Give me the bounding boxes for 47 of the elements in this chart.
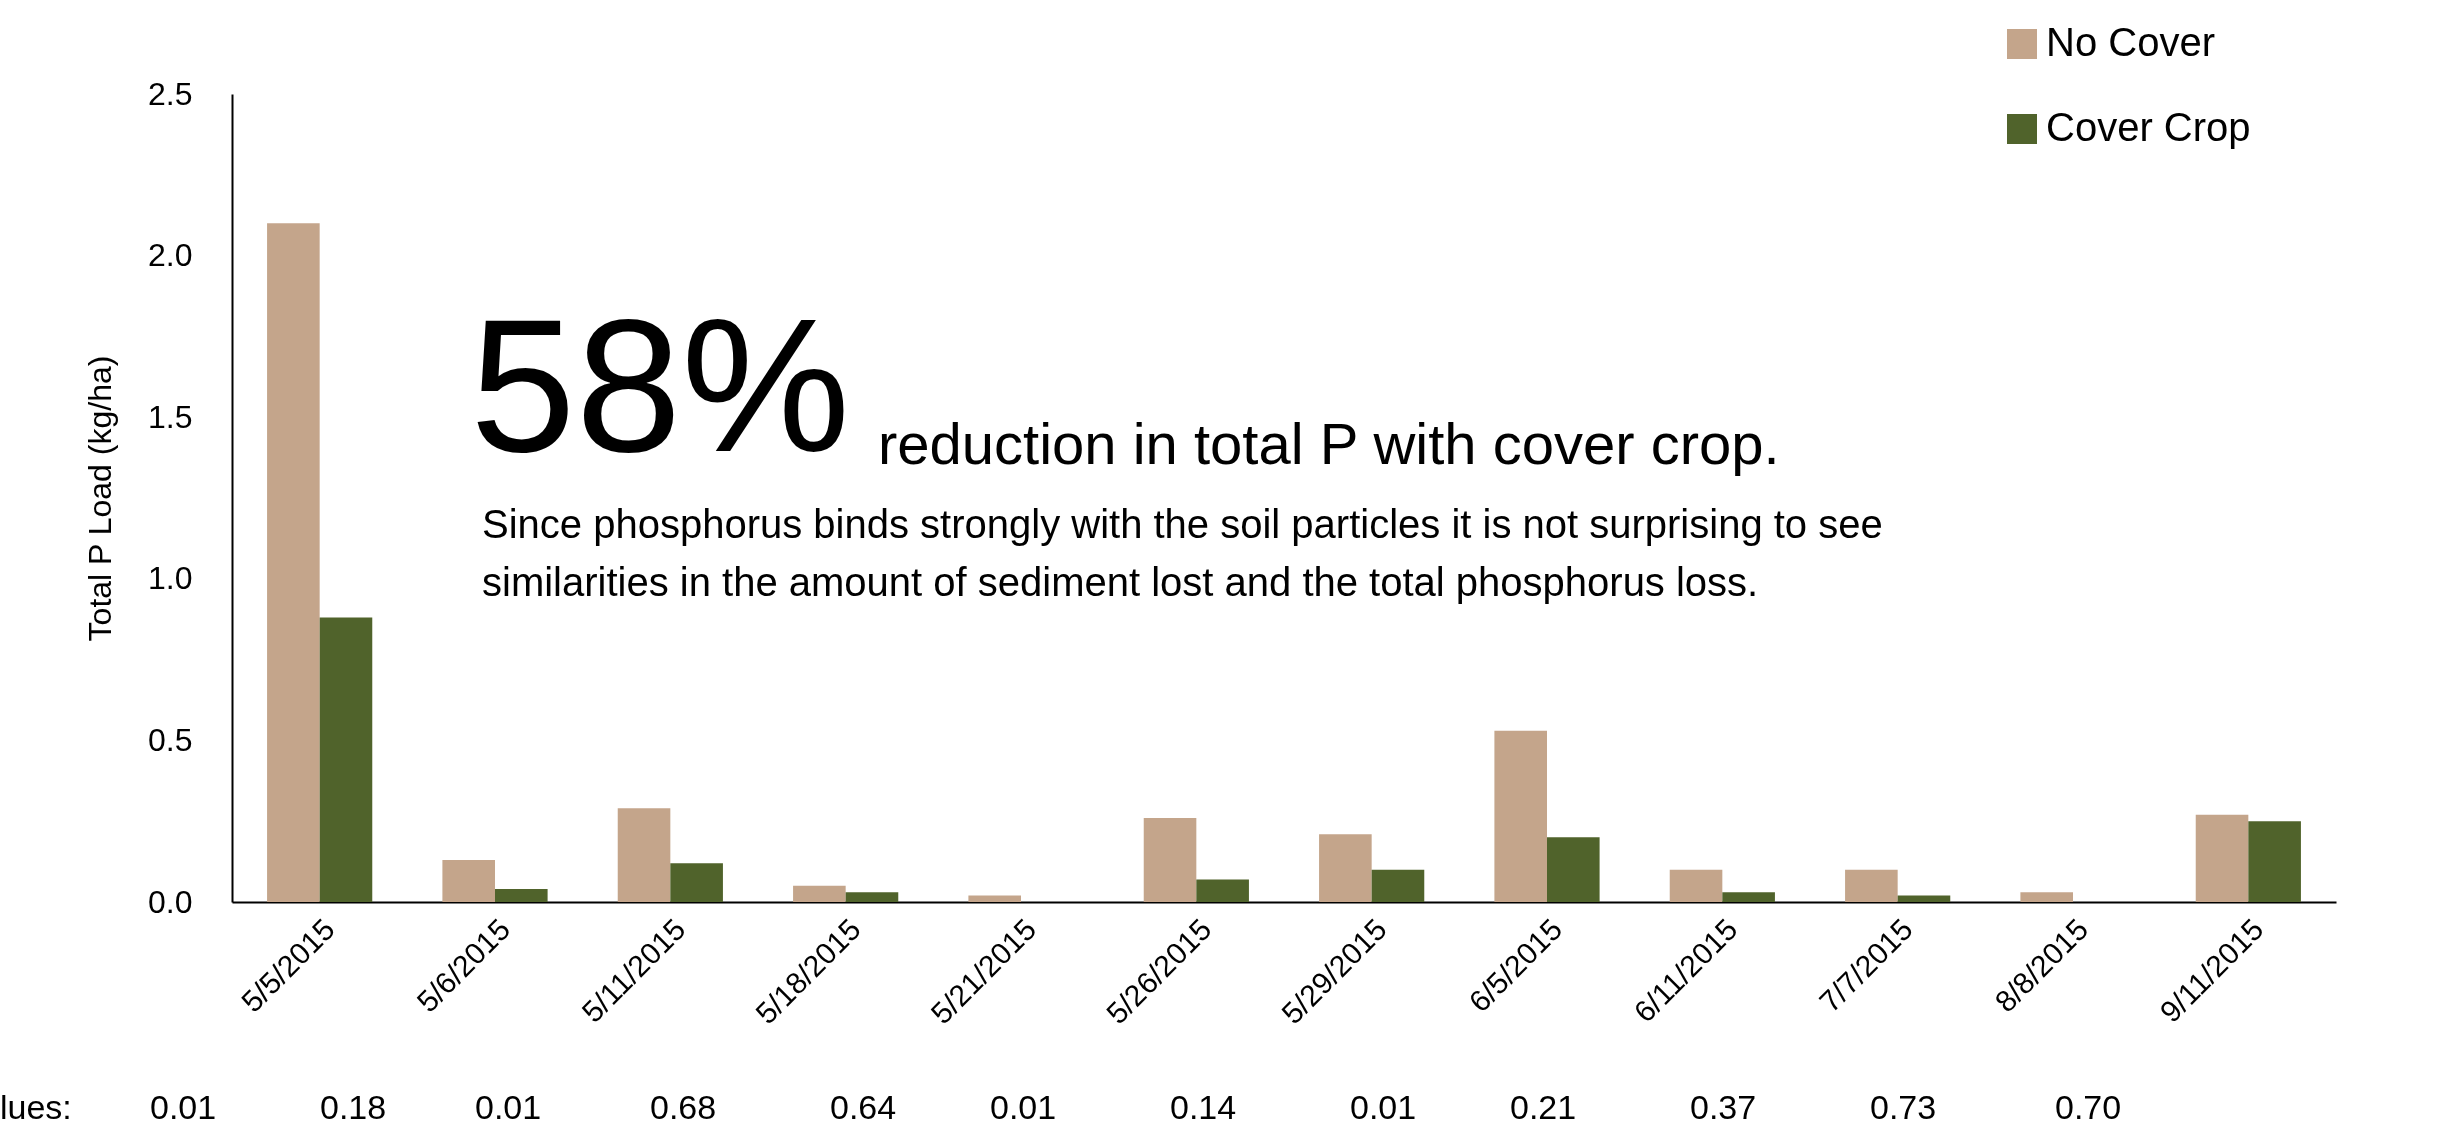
text: 0.18: [320, 1088, 387, 1127]
text: 0.14: [1170, 1088, 1237, 1127]
bar: [2195, 814, 2249, 902]
text: 0.01: [475, 1088, 542, 1127]
text: 0.64: [830, 1088, 897, 1127]
y-tick-label: 1.0: [148, 560, 193, 597]
legend-label: Cover Crop: [2046, 105, 2251, 149]
bar: [319, 617, 373, 902]
text: 0.01: [1350, 1088, 1417, 1127]
legend-label: No Cover: [2046, 20, 2215, 64]
bar: [2248, 821, 2301, 902]
bar: [617, 808, 671, 902]
text: 0.01: [150, 1088, 217, 1127]
bar: [1669, 869, 1723, 902]
text: 0.70: [2055, 1088, 2122, 1127]
bar: [442, 859, 495, 902]
annotation: Since phosphorus binds strongly with the soil particles it is not surprising to see similarities in the amount of sediment lost and the total phosphorus loss.: [482, 501, 1884, 606]
y-tick-label: 2.5: [148, 75, 193, 112]
text: 0.01: [990, 1088, 1057, 1127]
y-tick-label: 2.0: [148, 237, 193, 274]
text: 0.68: [650, 1088, 717, 1127]
bar: [1547, 837, 1600, 902]
bar: [1494, 730, 1547, 902]
bar: [1845, 869, 1898, 902]
bar: [495, 889, 548, 902]
bar: [793, 885, 846, 902]
bar: [1196, 879, 1249, 902]
bar: [1371, 869, 1425, 902]
text: 0.37: [1690, 1088, 1757, 1127]
y-tick-label: 0.0: [148, 883, 193, 920]
text: 0.21: [1510, 1088, 1577, 1127]
bar: [2020, 892, 2073, 902]
annotation: 58%: [470, 279, 851, 491]
text: 0.73: [1870, 1088, 1937, 1127]
text: lues:: [0, 1088, 72, 1127]
bar: [845, 892, 899, 902]
bar: [1722, 892, 1775, 902]
bar: [267, 223, 320, 902]
y-tick-label: 1.5: [148, 398, 193, 435]
bar: [1319, 834, 1372, 902]
bar: [1143, 817, 1197, 902]
annotation: reduction in total P with cover crop.: [878, 410, 1780, 477]
bar: [968, 895, 1021, 902]
bar: [1897, 895, 1951, 902]
y-tick-label: 0.5: [148, 721, 193, 758]
y-axis-title: Total P Load (kg/ha): [82, 355, 119, 642]
bar: [670, 863, 723, 902]
